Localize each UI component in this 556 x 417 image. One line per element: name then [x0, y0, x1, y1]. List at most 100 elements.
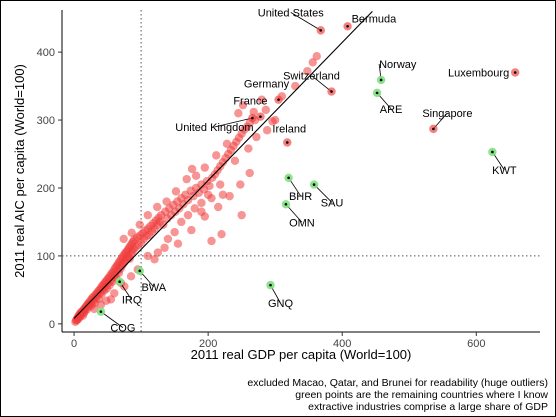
label-leader-line: [214, 117, 253, 128]
data-point: [190, 204, 199, 213]
data-point: [214, 202, 223, 212]
point-label: GNQ: [268, 298, 294, 310]
data-point: [163, 234, 173, 244]
point-label: Germany: [244, 79, 290, 91]
labeled-point-center: [513, 71, 517, 74]
point-label: United Kingdom: [175, 122, 253, 134]
data-point: [291, 81, 300, 91]
labeled-point-center: [287, 176, 290, 180]
data-point: [182, 174, 191, 184]
data-point: [170, 227, 179, 237]
labeled-point-center: [251, 116, 254, 120]
point-label: SAU: [321, 198, 344, 210]
point-label: ARE: [380, 104, 403, 116]
labeled-point-center: [432, 127, 435, 131]
x-tick-label: 600: [467, 338, 485, 350]
data-point: [191, 171, 201, 180]
point-label: France: [233, 96, 267, 108]
data-point: [252, 132, 261, 142]
label-leader-line: [100, 311, 124, 328]
data-point: [270, 115, 280, 125]
label-leader-line: [311, 75, 332, 92]
chart-caption: excluded Macao, Qatar, and Brunei for re…: [168, 377, 548, 413]
data-point: [183, 210, 193, 220]
data-point: [244, 144, 253, 153]
caption-line-3: extractive industries comprise a large s…: [308, 401, 548, 413]
labeled-point-center: [118, 280, 121, 284]
data-point: [96, 300, 106, 310]
point-label: United States: [258, 7, 325, 19]
data-point: [159, 220, 168, 229]
caption-line-1: excluded Macao, Qatar, and Brunei for re…: [247, 377, 548, 389]
y-tick-label: 300: [37, 115, 55, 127]
labeled-point-center: [269, 283, 272, 287]
point-label: Norway: [379, 59, 417, 71]
data-point: [237, 210, 246, 220]
labeled-point-center: [346, 25, 349, 28]
x-tick-label: 0: [71, 338, 77, 350]
data-point: [89, 304, 99, 314]
point-label: BHR: [289, 191, 312, 203]
labeled-point-center: [312, 183, 316, 186]
y-axis-label: 2011 real AIC per capita (World=100): [12, 64, 27, 278]
data-point: [110, 289, 119, 298]
data-point: [126, 272, 136, 281]
data-point: [135, 220, 144, 229]
data-point: [236, 180, 245, 189]
data-point: [119, 234, 128, 244]
point-label: OMN: [289, 217, 315, 229]
point-label: Bermuda: [352, 13, 398, 25]
data-point: [238, 100, 248, 110]
data-point: [216, 180, 225, 189]
data-point: [205, 181, 214, 191]
label-leader-line: [290, 12, 321, 31]
data-point: [160, 243, 169, 252]
data-point: [217, 229, 226, 239]
data-point: [197, 198, 206, 208]
labeled-point-center: [319, 29, 323, 32]
labeled-point-center: [379, 78, 383, 82]
y-tick-label: 400: [37, 47, 55, 59]
data-point: [222, 139, 232, 149]
fit-line: [73, 10, 373, 319]
data-point: [143, 210, 153, 220]
data-point: [127, 228, 136, 238]
data-point: [197, 207, 206, 216]
data-point: [153, 248, 163, 257]
data-point: [312, 51, 321, 61]
data-point: [187, 225, 196, 235]
data-point: [162, 197, 171, 206]
data-point: [257, 95, 266, 104]
labeled-point-center: [330, 90, 333, 93]
data-point: [106, 295, 116, 304]
data-point: [225, 191, 234, 201]
data-point: [230, 156, 240, 166]
data-point: [234, 109, 243, 118]
labeled-point-center: [284, 202, 288, 206]
caption-line-2: green points are the remaining countries…: [295, 389, 548, 401]
data-point: [187, 164, 197, 174]
labeled-point-center: [138, 269, 142, 273]
data-point: [152, 202, 162, 212]
point-label: Singapore: [422, 108, 472, 120]
data-point: [177, 217, 186, 227]
data-point: [173, 239, 183, 248]
label-leader-line: [313, 184, 333, 203]
data-point: [261, 105, 271, 115]
data-point: [143, 251, 153, 261]
x-axis-label: 2011 real GDP per capita (World=100): [191, 347, 412, 362]
data-point: [200, 163, 209, 172]
data-point: [262, 126, 272, 135]
x-tick-label: 400: [333, 338, 351, 350]
labeled-point-center: [99, 310, 103, 313]
labeled-point-center: [491, 150, 494, 154]
x-tick-label: 200: [199, 338, 217, 350]
point-label: Luxembourg: [448, 67, 509, 79]
data-point: [150, 255, 159, 264]
labeled-point-center: [259, 115, 262, 118]
data-point: [211, 151, 221, 160]
data-point: [207, 193, 216, 203]
point-label: IRQ: [122, 295, 142, 307]
y-tick-label: 100: [37, 251, 55, 263]
